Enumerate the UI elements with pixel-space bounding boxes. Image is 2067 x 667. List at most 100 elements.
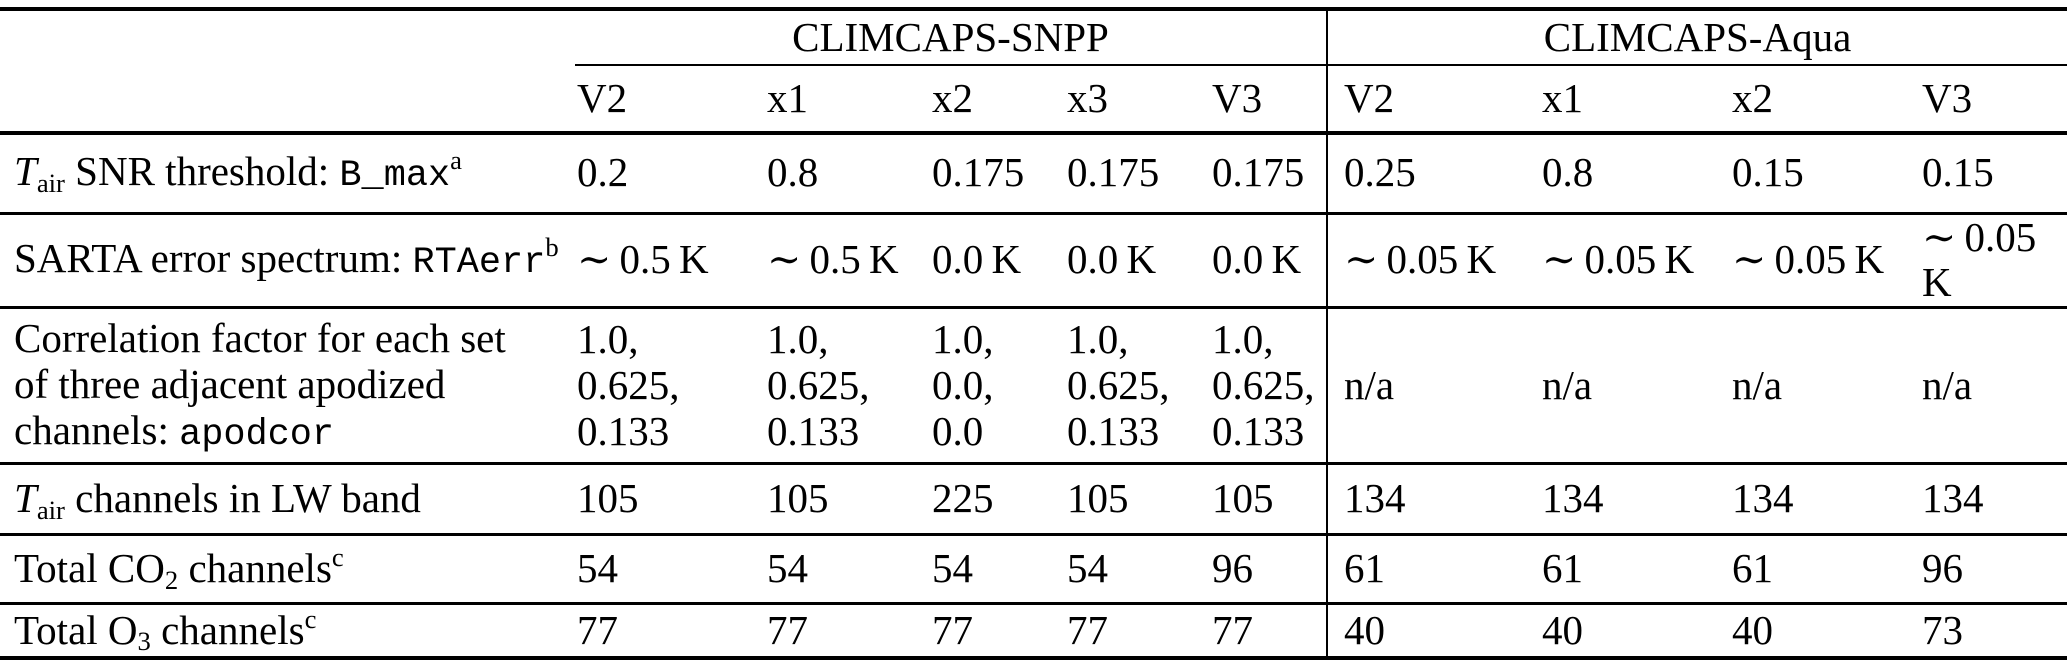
label-segment-sup: c: [304, 603, 317, 634]
cell-snpp-v2: 105: [577, 475, 639, 522]
cell-aqua-v3: 73: [1922, 606, 1963, 653]
label-segment-sub: 3: [137, 626, 151, 657]
cell-snpp-x3: 0.0 K: [1067, 236, 1157, 283]
cell-aqua-x1: ∼ 0.05 K: [1542, 236, 1695, 283]
cell-aqua-x1: 40: [1542, 606, 1583, 653]
cell-snpp-x2: 0.0 K: [932, 236, 1022, 283]
label-segment-sup: a: [450, 145, 462, 176]
cell-snpp-x3: 0.175: [1067, 149, 1160, 196]
label-segment: Correlation factor for each set of three…: [14, 314, 506, 453]
cell-aqua-v2: 61: [1326, 534, 1540, 604]
row-label: Tair channels in LW band: [0, 464, 575, 535]
label-segment: SARTA error spectrum:: [14, 235, 413, 282]
label-segment-italic: T: [14, 475, 37, 522]
cell-snpp-v2: 54: [577, 545, 618, 592]
group-header-row: CLIMCAPS-SNPP CLIMCAPS-Aqua: [0, 9, 2067, 135]
label-segment: Total O: [14, 606, 138, 653]
cell-aqua-v3: 134: [1922, 475, 1984, 522]
label-segment-italic: T: [14, 148, 37, 195]
cell-snpp-x2: 54: [932, 545, 973, 592]
cell-aqua-v2: n/a: [1326, 307, 1540, 464]
table-row: Correlation factor for each set of three…: [0, 307, 2067, 464]
column-header-snpp-x1: x1: [765, 65, 930, 135]
cell-aqua-x2: 61: [1732, 545, 1773, 592]
label-segment-sup: b: [545, 232, 559, 263]
label-segment-sub: air: [36, 495, 65, 526]
label-segment-mono: RTAerr: [412, 242, 546, 285]
cell-snpp-v3: 0.0 K: [1212, 236, 1302, 283]
label-segment-sub: air: [36, 167, 65, 198]
column-header-aqua-v2: V2: [1326, 65, 1540, 135]
label-segment: SNR threshold:: [64, 148, 340, 195]
cell-aqua-v2: 134: [1326, 463, 1540, 535]
cell-aqua-v3: 96: [1922, 545, 1963, 592]
cell-snpp-x3: 54: [1067, 545, 1108, 592]
row-label: SARTA error spectrum: RTAerrb: [0, 213, 575, 308]
cell-snpp-v3: 105: [1212, 475, 1274, 522]
cell-aqua-v2: 0.25: [1326, 133, 1540, 213]
column-header-snpp-v3: V3: [1210, 65, 1327, 135]
cell-aqua-x1: 0.8: [1542, 149, 1594, 196]
cell-snpp-x1: 105: [767, 475, 829, 522]
cell-snpp-v3: 77: [1212, 606, 1253, 653]
cell-snpp-x2: 225: [932, 475, 994, 522]
table-row: Tair channels in LW band 105 105 225 105 105 1…: [0, 463, 2067, 535]
cell-snpp-v3: 96: [1212, 545, 1253, 592]
column-header-aqua-x1: x1: [1540, 65, 1730, 135]
cell-snpp-v2: ∼ 0.5 K: [577, 236, 709, 283]
corner-cell: [0, 9, 575, 135]
climcaps-parameters-table: CLIMCAPS-SNPP CLIMCAPS-Aqua V2 x1 x2 x3 V3 V2…: [0, 7, 2067, 660]
row-label: Total O3 channelsc: [0, 604, 575, 658]
label-segment: channels in LW band: [64, 475, 421, 522]
cell-aqua-x2: 134: [1732, 475, 1794, 522]
cell-snpp-x2: 0.175: [932, 149, 1025, 196]
label-segment-sup: c: [331, 542, 344, 573]
group-header-snpp: CLIMCAPS-SNPP: [575, 9, 1327, 66]
table-row: Total O3 channelsc 77 77 77 77 77 40 40 40 73: [0, 603, 2067, 658]
cell-snpp-v2: 77: [577, 606, 618, 653]
cell-snpp-x3: 77: [1067, 606, 1108, 653]
group-header-aqua: CLIMCAPS-Aqua: [1325, 9, 2067, 66]
cell-snpp-v3: 1.0, 0.625, 0.133: [1212, 315, 1315, 454]
cell-snpp-x1: 77: [767, 606, 808, 653]
label-segment: channels: [178, 545, 332, 592]
row-label: Correlation factor for each set of three…: [0, 308, 575, 464]
column-header-aqua-x2: x2: [1730, 65, 1920, 135]
cell-snpp-x1: ∼ 0.5 K: [767, 236, 899, 283]
table-row: Total CO2 channelsc 54 54 54 54 96 61 61 61 96: [0, 534, 2067, 604]
cell-aqua-x2: 40: [1732, 606, 1773, 653]
column-header-aqua-v3: V3: [1920, 65, 2067, 135]
label-segment: Total CO: [14, 545, 165, 592]
cell-aqua-v2: 40: [1326, 603, 1540, 658]
cell-snpp-x1: 0.8: [767, 149, 819, 196]
label-segment: channels: [150, 606, 305, 653]
cell-snpp-x2: 1.0, 0.0, 0.0: [932, 315, 994, 454]
label-segment-sub: 2: [164, 565, 179, 596]
cell-aqua-v3: 0.15: [1922, 149, 1994, 196]
column-header-snpp-x3: x3: [1065, 65, 1210, 135]
cell-snpp-x3: 105: [1067, 475, 1129, 522]
cell-aqua-v3: ∼ 0.05 K: [1922, 213, 2045, 306]
row-label: Tair SNR threshold: B_maxa: [0, 133, 575, 213]
cell-aqua-v3: n/a: [1922, 361, 1973, 408]
cell-snpp-v2: 0.2: [577, 149, 629, 196]
cell-snpp-x3: 1.0, 0.625, 0.133: [1067, 315, 1170, 454]
cell-snpp-x1: 54: [767, 545, 808, 592]
cell-aqua-x2: ∼ 0.05 K: [1732, 236, 1885, 283]
table-row: Tair SNR threshold: B_maxa 0.2 0.8 0.175 0.1…: [0, 133, 2067, 213]
column-header-row: V2 x1 x2 x3 V3 V2 x1 x2 V3: [0, 65, 2067, 135]
column-header-snpp-x2: x2: [930, 65, 1065, 135]
row-label: Total CO2 channelsc: [0, 535, 575, 604]
cell-aqua-x1: 61: [1542, 545, 1583, 592]
label-segment-mono: B_max: [339, 155, 451, 198]
table-row: SARTA error spectrum: RTAerrb ∼ 0.5 K ∼ 0.…: [0, 213, 2067, 308]
cell-aqua-x1: 134: [1542, 475, 1604, 522]
cell-snpp-v3: 0.175: [1212, 149, 1305, 196]
cell-snpp-v2: 1.0, 0.625, 0.133: [577, 315, 680, 454]
cell-snpp-x2: 77: [932, 606, 973, 653]
column-header-snpp-v2: V2: [575, 65, 765, 135]
cell-aqua-x2: n/a: [1732, 361, 1783, 408]
cell-aqua-x2: 0.15: [1732, 149, 1804, 196]
cell-aqua-x1: n/a: [1542, 361, 1593, 408]
